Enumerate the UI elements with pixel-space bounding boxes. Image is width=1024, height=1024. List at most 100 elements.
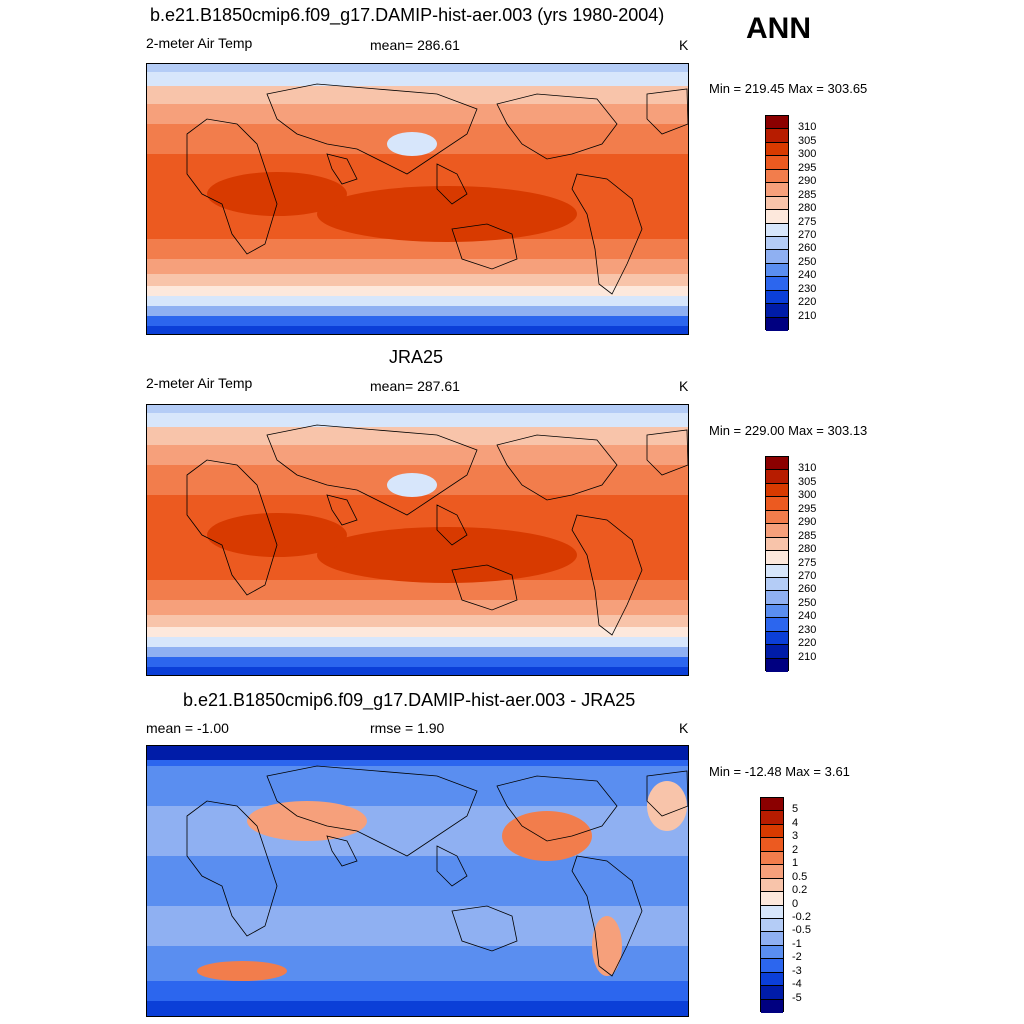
colorbar-swatch (761, 824, 783, 839)
map-contour-band (147, 856, 688, 906)
colorbar-tick-label: 0.2 (792, 884, 808, 897)
colorbar-swatch (766, 116, 788, 130)
map-contour-band (147, 104, 688, 124)
map-warm-region (207, 513, 347, 557)
colorbar-swatch (766, 483, 788, 498)
coastline (496, 775, 618, 842)
coastline (326, 835, 358, 867)
colorbar-tick-label: 0 (792, 897, 799, 910)
coastline (436, 163, 468, 205)
colorbar-swatch (766, 223, 788, 237)
colorbar-swatch (766, 457, 788, 471)
colorbar-tick-label: 3 (792, 830, 799, 843)
colorbar-tick-label: 230 (798, 623, 817, 636)
colorbar-tick-label: -0.5 (792, 924, 811, 937)
colorbar-tick-label: 250 (798, 255, 817, 268)
colorbar-swatch (766, 156, 788, 170)
coastline (451, 564, 518, 611)
panel-3-units: K (679, 720, 689, 736)
map-contour-band (147, 667, 688, 675)
map-warm-anomaly (197, 961, 287, 981)
colorbar-tick-label: 305 (798, 134, 817, 147)
colorbar-swatch (766, 169, 788, 184)
colorbar-swatch (761, 959, 783, 973)
map-warm-anomaly (592, 916, 622, 976)
colorbar-tick-label: 5 (792, 803, 799, 816)
colorbar-tick-label: 230 (798, 282, 817, 295)
season-label: ANN (746, 12, 811, 45)
map-contour-band (147, 64, 688, 72)
coastline (266, 765, 478, 857)
colorbar-tick-label: 260 (798, 242, 817, 255)
colorbar-swatch (766, 551, 788, 565)
coastline (186, 118, 278, 255)
colorbar-swatch (766, 497, 788, 511)
coastline (571, 855, 643, 977)
panel-1-map (146, 63, 689, 335)
colorbar-tick-label: -0.2 (792, 910, 811, 923)
coastline (451, 905, 518, 952)
map-contour-band (147, 274, 688, 286)
map-contour-band (147, 766, 688, 806)
colorbar-swatch (761, 918, 783, 933)
coastline (266, 424, 478, 516)
coastline (186, 459, 278, 596)
colorbar-swatch (766, 250, 788, 264)
panel-2-mean-label: mean= 287.61 (370, 378, 460, 394)
map-warm-pool (317, 527, 577, 583)
panel-1-minmax: Min = 219.45 Max = 303.65 (709, 81, 868, 96)
panel-3-map (146, 745, 689, 1017)
coastline (646, 429, 688, 476)
colorbar-swatch (761, 811, 783, 825)
coastline (571, 173, 643, 295)
colorbar-swatch (766, 645, 788, 659)
map-warm-anomaly (247, 801, 367, 841)
colorbar-tick-label: 280 (798, 202, 817, 215)
colorbar-tick-label: 0.5 (792, 870, 808, 883)
panel-1-units: K (679, 37, 689, 53)
colorbar-tick-label: 240 (798, 269, 817, 282)
panel-1-colorbar (765, 115, 789, 331)
colorbar-swatch (766, 263, 788, 278)
panel-1-variable-label: 2-meter Air Temp (146, 35, 253, 51)
map-contour-band (147, 1001, 688, 1016)
colorbar-swatch (766, 210, 788, 224)
panel-3-mean-label: mean = -1.00 (146, 720, 229, 736)
colorbar-tick-label: 290 (798, 516, 817, 529)
colorbar-swatch (761, 905, 783, 919)
map-contour-band (147, 580, 688, 600)
colorbar-swatch (766, 470, 788, 484)
colorbar-swatch (766, 591, 788, 605)
colorbar-tick-label: 210 (798, 309, 817, 322)
colorbar-tick-label: 210 (798, 650, 817, 663)
colorbar-tick-label: 310 (798, 462, 817, 475)
panel-2-title: JRA25 (389, 347, 444, 367)
colorbar-tick-label: 260 (798, 583, 817, 596)
map-contour-band (147, 615, 688, 627)
panel-3-colorbar (760, 797, 784, 1013)
colorbar-swatch (766, 277, 788, 291)
colorbar-tick-label: 305 (798, 475, 817, 488)
map-contour-band (147, 296, 688, 306)
colorbar-swatch (766, 631, 788, 646)
colorbar-tick-label: 275 (798, 556, 817, 569)
colorbar-tick-label: -3 (792, 964, 802, 977)
colorbar-tick-label: 275 (798, 215, 817, 228)
colorbar-tick-label: -2 (792, 951, 802, 964)
colorbar-swatch (761, 945, 783, 960)
colorbar-swatch (761, 798, 783, 812)
map-contour-band (147, 86, 688, 104)
colorbar-swatch (761, 878, 783, 893)
map-contour-band (147, 405, 688, 413)
colorbar-tick-label: 285 (798, 188, 817, 201)
panel-3-minmax: Min = -12.48 Max = 3.61 (709, 764, 850, 779)
map-contour-band (147, 286, 688, 296)
colorbar-swatch (766, 142, 788, 157)
map-cold-anomaly (147, 746, 688, 760)
colorbar-tick-label: 270 (798, 228, 817, 241)
panel-2-variable-label: 2-meter Air Temp (146, 375, 253, 391)
colorbar-tick-label: -5 (792, 991, 802, 1004)
colorbar-swatch (766, 618, 788, 632)
colorbar-swatch (761, 986, 783, 1000)
panel-2-units: K (679, 378, 689, 394)
